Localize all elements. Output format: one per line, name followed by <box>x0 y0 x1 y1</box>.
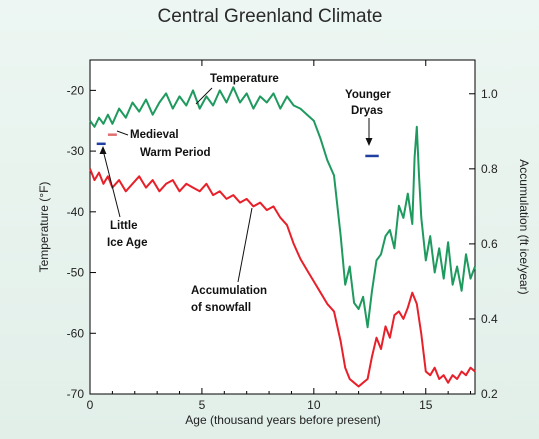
y-left-tick-label: -20 <box>67 83 85 97</box>
y-left-tick-label: -40 <box>67 205 85 219</box>
pointer-little-ice-age <box>102 149 121 218</box>
pointer-accumulation <box>237 207 253 283</box>
y-right-tick-label: 0.6 <box>481 237 498 251</box>
x-axis-label: Age (thousand years before present) <box>185 413 380 427</box>
y-right-tick-label: 0.4 <box>481 312 498 326</box>
markers-layer <box>96 133 379 158</box>
y-right-tick-label: 1.0 <box>481 87 498 101</box>
x-tick-label: 5 <box>199 398 206 412</box>
chart-title: Central Greenland Climate <box>158 6 383 27</box>
x-tick-label: 10 <box>307 398 321 412</box>
y-left-tick-label: -50 <box>67 266 85 280</box>
annotation-ice-age: Ice Age <box>107 237 147 249</box>
y-left-tick-label: -70 <box>67 387 85 401</box>
annotation-warm-period: Warm Period <box>140 147 211 159</box>
series-layer <box>89 86 476 388</box>
annotation-accumulation: Accumulation <box>191 285 267 297</box>
y-right-tick-label: 0.2 <box>481 387 498 401</box>
plot-area <box>89 59 476 395</box>
arrowhead-little-ice-age <box>99 146 107 154</box>
y-right-tick-label: 0.8 <box>481 162 498 176</box>
annotation-dryas: Dryas <box>351 105 383 117</box>
pointer-temperature <box>195 87 213 105</box>
series-line-accumulation-of-snowfall <box>89 168 476 388</box>
annotation-medieval: Medieval <box>130 129 179 141</box>
series-line-temperature <box>89 86 476 329</box>
arrowhead-younger-dryas <box>365 138 373 146</box>
annotations-layer: Temperature Medieval Warm Period Little … <box>99 73 391 314</box>
annotation-little: Little <box>110 220 137 232</box>
y-left-tick-label: -30 <box>67 144 85 158</box>
x-tick-label: 15 <box>419 398 433 412</box>
y-axis-left-label: Temperature (°F) <box>37 182 51 273</box>
annotation-of-snowfall: of snowfall <box>191 302 251 314</box>
x-tick-label: 0 <box>87 398 94 412</box>
pointer-medieval <box>116 130 129 136</box>
y-axis-right-label: Accumulation (ft ice/year) <box>517 159 531 294</box>
y-left-tick-label: -60 <box>67 326 85 340</box>
annotation-younger: Younger <box>345 89 391 101</box>
annotation-temperature: Temperature <box>210 73 279 85</box>
ticks-layer: 0 5 10 15 -20 -30 -40 -50 -60 -70 1.0 0.8 0.6 0.4 0.2 <box>67 60 498 412</box>
